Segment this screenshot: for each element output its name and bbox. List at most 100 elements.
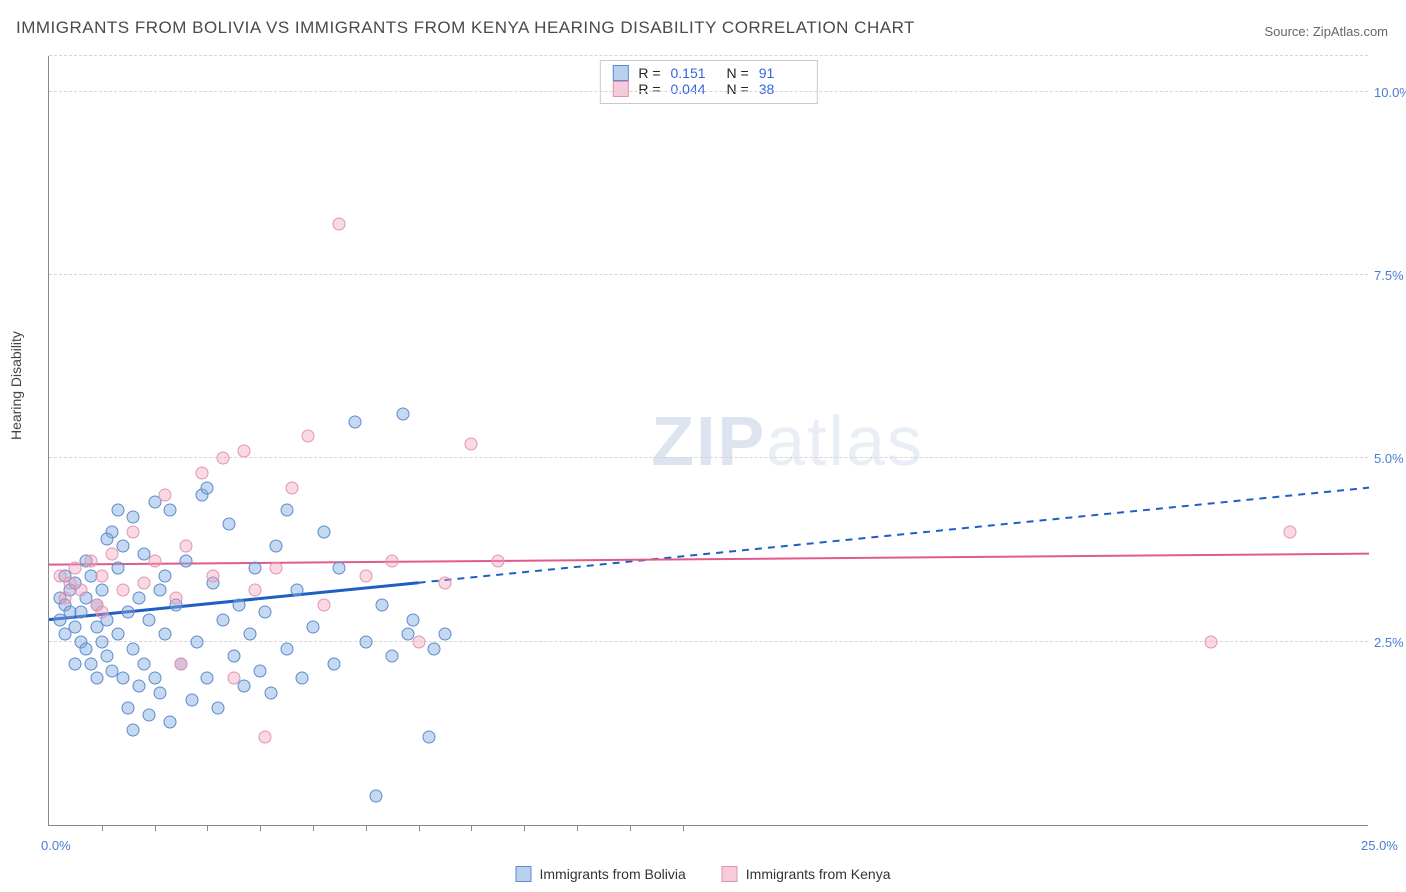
data-point [259, 606, 272, 619]
data-point [190, 635, 203, 648]
data-point [180, 555, 193, 568]
data-point [116, 672, 129, 685]
data-point [359, 569, 372, 582]
data-point [95, 569, 108, 582]
data-point [116, 584, 129, 597]
data-point [111, 562, 124, 575]
x-tick-mark [577, 825, 578, 831]
data-point [301, 430, 314, 443]
data-point [85, 555, 98, 568]
data-point [259, 731, 272, 744]
data-point [169, 591, 182, 604]
y-axis-label: Hearing Disability [8, 331, 24, 440]
data-point [439, 577, 452, 590]
data-point [85, 657, 98, 670]
data-point [206, 569, 219, 582]
x-tick-mark [471, 825, 472, 831]
data-point [95, 635, 108, 648]
data-point [270, 562, 283, 575]
data-point [317, 525, 330, 538]
data-point [69, 657, 82, 670]
data-point [127, 723, 140, 736]
x-tick-mark [419, 825, 420, 831]
data-point [328, 657, 341, 670]
data-point [386, 650, 399, 663]
scatter-plot: ZIPatlas R = 0.151 N = 91 R = 0.044 N = … [48, 56, 1368, 826]
data-point [111, 503, 124, 516]
source-label: Source: ZipAtlas.com [1264, 24, 1388, 39]
data-point [465, 437, 478, 450]
data-point [333, 562, 346, 575]
x-tick-mark [102, 825, 103, 831]
swatch-kenya [722, 866, 738, 882]
data-point [101, 533, 114, 546]
data-point [132, 679, 145, 692]
data-point [307, 621, 320, 634]
data-point [148, 555, 161, 568]
data-point [138, 657, 151, 670]
data-point [201, 481, 214, 494]
data-point [201, 672, 214, 685]
data-point [127, 511, 140, 524]
data-point [270, 540, 283, 553]
data-point [423, 731, 436, 744]
data-point [127, 525, 140, 538]
data-point [90, 672, 103, 685]
data-point [95, 606, 108, 619]
data-point [69, 562, 82, 575]
y-tick-label: 2.5% [1368, 635, 1406, 650]
data-point [248, 584, 261, 597]
data-point [101, 650, 114, 663]
data-point [196, 467, 209, 480]
data-point [143, 709, 156, 722]
data-point [79, 643, 92, 656]
data-point [211, 701, 224, 714]
data-point [1283, 525, 1296, 538]
y-tick-label: 10.0% [1368, 85, 1406, 100]
data-point [143, 613, 156, 626]
x-tick-mark [313, 825, 314, 831]
legend-item-bolivia: Immigrants from Bolivia [516, 866, 686, 882]
legend-label-kenya: Immigrants from Kenya [746, 866, 891, 882]
data-point [233, 599, 246, 612]
data-point [159, 489, 172, 502]
data-point [227, 650, 240, 663]
data-point [375, 599, 388, 612]
x-tick-mark [207, 825, 208, 831]
data-point [122, 606, 135, 619]
data-point [148, 672, 161, 685]
x-tick-mark [260, 825, 261, 831]
data-point [254, 665, 267, 678]
data-point [439, 628, 452, 641]
data-point [138, 577, 151, 590]
data-point [248, 562, 261, 575]
data-point [106, 547, 119, 560]
data-point [153, 584, 166, 597]
data-point [296, 672, 309, 685]
data-point [222, 518, 235, 531]
data-point [122, 701, 135, 714]
x-tick-mark [683, 825, 684, 831]
swatch-bolivia [516, 866, 532, 882]
data-point [185, 694, 198, 707]
data-point [180, 540, 193, 553]
x-tick-mark [524, 825, 525, 831]
x-tick-mark [155, 825, 156, 831]
data-point [132, 591, 145, 604]
data-point [164, 716, 177, 729]
data-point [243, 628, 256, 641]
data-point [127, 643, 140, 656]
chart-title: IMMIGRANTS FROM BOLIVIA VS IMMIGRANTS FR… [16, 18, 915, 38]
data-point [175, 657, 188, 670]
data-point [159, 569, 172, 582]
data-point [359, 635, 372, 648]
data-point [238, 679, 251, 692]
data-point [291, 584, 304, 597]
data-point [159, 628, 172, 641]
trend-lines [49, 55, 1369, 825]
x-tick-mark [366, 825, 367, 831]
data-point [491, 555, 504, 568]
data-point [285, 481, 298, 494]
data-point [69, 621, 82, 634]
data-point [333, 217, 346, 230]
